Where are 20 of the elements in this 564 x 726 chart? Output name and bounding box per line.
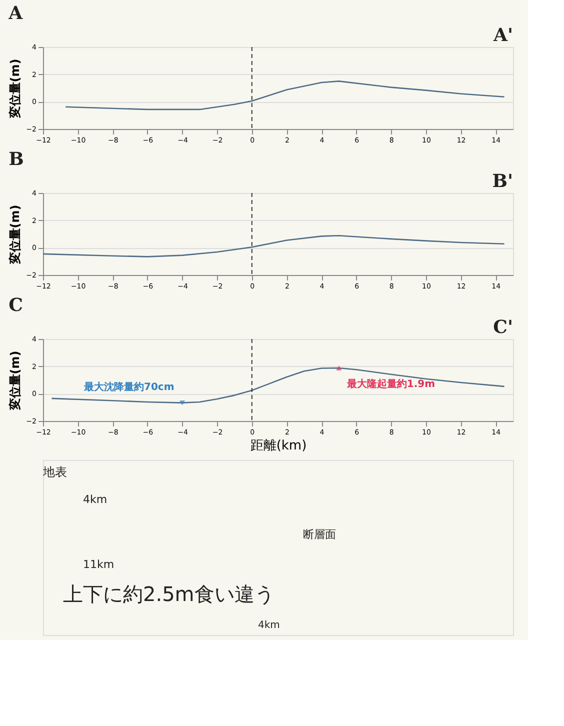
text: 4km	[258, 620, 280, 631]
text: 11km	[83, 558, 114, 571]
text: 上下に約2.5m食い違う	[63, 582, 274, 606]
annotation: 最大隆起量約1.9m	[346, 378, 436, 390]
y-axis-title: 変位量(m)	[8, 58, 22, 120]
chart-title: C	[8, 295, 24, 316]
y-axis-title: 変位量(m)	[8, 204, 22, 266]
x-axis-title: 距離(km)	[250, 438, 307, 454]
line-series	[64, 80, 505, 110]
chart-title: A	[8, 3, 24, 24]
annotation: 最大沈降量約70cm	[82, 380, 174, 393]
chart-title: B	[8, 149, 24, 170]
y-axis-title: 変位量(m)	[8, 350, 22, 412]
text: B'	[492, 171, 513, 192]
text: 断層面	[303, 528, 336, 541]
text: 地表	[42, 465, 67, 479]
line-series	[42, 234, 505, 258]
text: A'	[492, 25, 513, 46]
text: 4km	[83, 493, 108, 506]
text: C'	[493, 317, 513, 338]
